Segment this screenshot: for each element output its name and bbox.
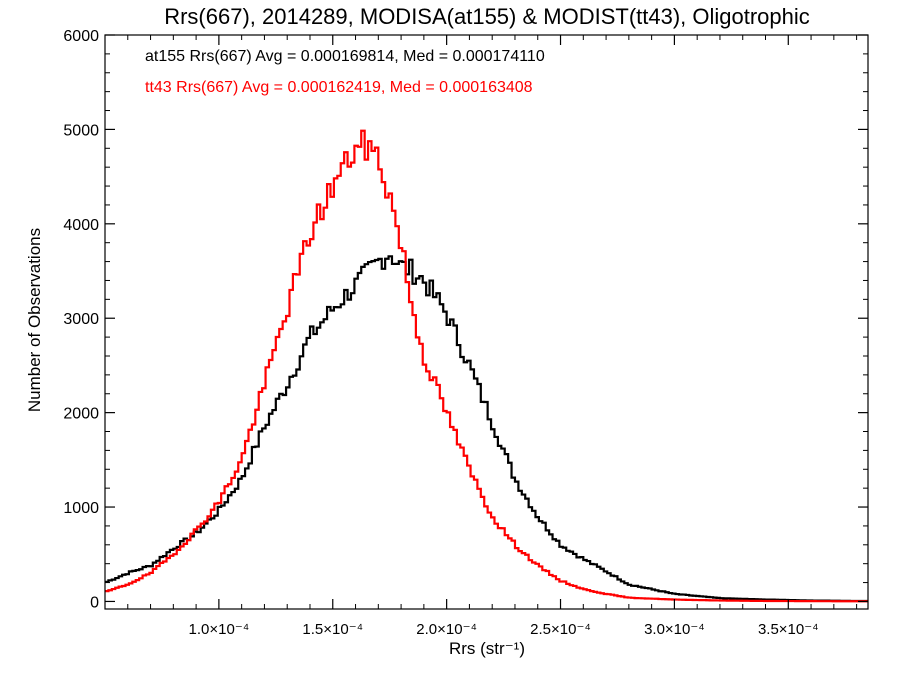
annotation-at155: at155 Rrs(667) Avg = 0.000169814, Med = … bbox=[145, 48, 545, 65]
annotation-tt43: tt43 Rrs(667) Avg = 0.000162419, Med = 0… bbox=[145, 79, 533, 96]
x-tick-label: 2.5×10⁻⁴ bbox=[530, 621, 591, 638]
y-axis-label: Number of Observations bbox=[25, 228, 44, 412]
series-group bbox=[105, 129, 868, 603]
x-tick-label: 1.0×10⁻⁴ bbox=[189, 621, 250, 638]
y-tick-label: 2000 bbox=[63, 406, 99, 423]
y-tick-label: 3000 bbox=[63, 311, 99, 328]
plot-area bbox=[105, 129, 868, 603]
x-tick-label: 2.0×10⁻⁴ bbox=[416, 621, 477, 638]
chart-title: Rrs(667), 2014289, MODISA(at155) & MODIS… bbox=[164, 4, 810, 29]
y-tick-label: 6000 bbox=[63, 28, 99, 45]
y-tick-label: 5000 bbox=[63, 122, 99, 139]
x-axis-label: Rrs (str⁻¹) bbox=[449, 639, 525, 658]
plot-frame bbox=[104, 34, 869, 610]
series-1-histogram-line bbox=[105, 129, 868, 603]
series-0-histogram-line bbox=[105, 255, 868, 603]
x-tick-label: 1.5×10⁻⁴ bbox=[302, 621, 363, 638]
y-tick-label: 0 bbox=[90, 594, 99, 611]
axes: 0 1000 2000 3000 4000 5000 6000 1.0×10⁻⁴ 1.5×10⁻… bbox=[63, 28, 869, 638]
x-tick-label: 3.0×10⁻⁴ bbox=[644, 621, 705, 638]
x-tick-label: 3.5×10⁻⁴ bbox=[758, 621, 819, 638]
y-tick-label: 1000 bbox=[63, 500, 99, 517]
y-tick-label: 4000 bbox=[63, 217, 99, 234]
